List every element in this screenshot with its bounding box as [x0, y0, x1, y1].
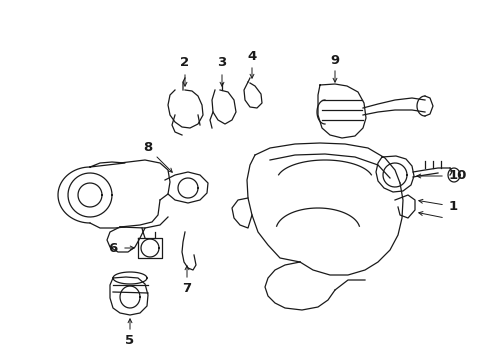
Text: 9: 9 [330, 54, 339, 67]
Text: 3: 3 [217, 57, 226, 69]
Text: 8: 8 [143, 141, 152, 154]
Text: 1: 1 [447, 201, 457, 213]
Text: 6: 6 [108, 242, 118, 255]
Text: 2: 2 [180, 57, 189, 69]
Text: 7: 7 [182, 282, 191, 294]
Text: 4: 4 [247, 50, 256, 63]
Text: 5: 5 [125, 333, 134, 346]
Text: 10: 10 [448, 170, 466, 183]
